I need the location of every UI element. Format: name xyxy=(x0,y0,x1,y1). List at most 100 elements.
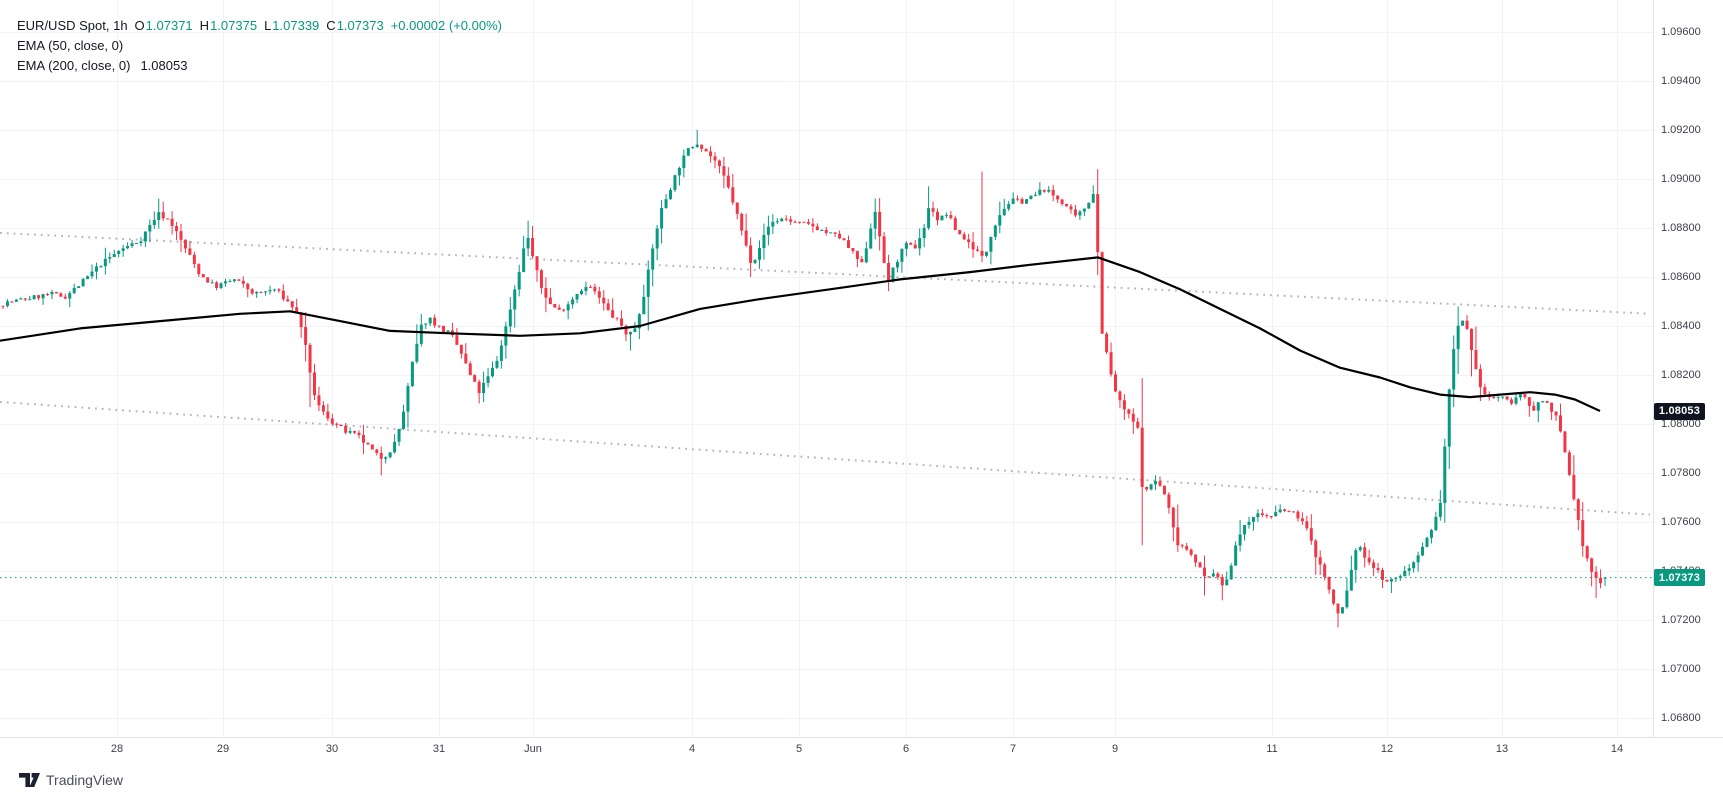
candle-body xyxy=(130,243,134,247)
candle-body xyxy=(68,293,72,299)
candle-body xyxy=(1376,568,1380,571)
candle-body xyxy=(646,269,650,297)
candle-body xyxy=(887,262,891,282)
candle-body xyxy=(731,187,735,203)
candle-body xyxy=(1025,199,1028,204)
tradingview-logo-text: TradingView xyxy=(46,772,124,788)
candle-body xyxy=(1265,515,1269,517)
candle-body xyxy=(806,221,810,224)
candle-body xyxy=(1425,537,1429,547)
candle-body xyxy=(571,299,575,305)
candle-body xyxy=(1194,554,1198,563)
candle-body xyxy=(557,307,561,310)
candle-body xyxy=(241,280,245,284)
candle-body xyxy=(10,301,14,303)
candle-body xyxy=(1559,415,1562,432)
candle-body xyxy=(762,234,766,249)
indicator-legend-row-ema200[interactable]: EMA (200, close, 0) 1.08053 xyxy=(17,55,502,75)
candle-body xyxy=(50,291,54,295)
candle-body xyxy=(272,289,276,291)
candle-body xyxy=(1131,413,1135,422)
candle-body xyxy=(1381,570,1384,580)
candle-body xyxy=(962,234,966,240)
candle-body xyxy=(1314,540,1318,558)
candle-body xyxy=(967,239,971,243)
candle-body xyxy=(1389,578,1393,582)
candle-body xyxy=(14,299,18,302)
symbol-title: EUR/USD Spot, 1h xyxy=(17,17,128,33)
candle-body xyxy=(290,301,294,308)
candle-body xyxy=(1456,325,1460,350)
candle-body xyxy=(237,279,241,281)
candle-body xyxy=(1572,474,1576,500)
candle-body xyxy=(1056,195,1060,200)
candle-body xyxy=(1189,549,1193,555)
candle-body xyxy=(1047,189,1051,192)
candle-body xyxy=(1309,528,1313,541)
candle-body xyxy=(602,297,606,304)
candle-body xyxy=(393,441,397,453)
candle-body xyxy=(1527,397,1531,406)
candle-body xyxy=(1029,195,1033,200)
candle-body xyxy=(477,381,481,394)
candle-body xyxy=(1207,576,1211,578)
candle-body xyxy=(1563,431,1567,453)
candle-body xyxy=(1336,603,1340,614)
candle-body xyxy=(771,221,775,227)
candle-body xyxy=(615,317,619,319)
candle-body xyxy=(468,363,472,376)
price-axis-label: 1.07000 xyxy=(1661,663,1701,675)
last-price-badge: 1.07373 xyxy=(1654,569,1705,587)
price-axis-label: 1.08600 xyxy=(1661,271,1701,283)
candle-body xyxy=(1327,576,1331,590)
candle-body xyxy=(308,344,312,373)
candle-body xyxy=(99,266,103,268)
candle-body xyxy=(1465,320,1469,329)
candle-body xyxy=(713,156,717,161)
candle-body xyxy=(143,231,147,242)
candle-body xyxy=(1461,320,1465,326)
candle-body xyxy=(758,248,761,260)
candle-body xyxy=(1091,194,1095,203)
candle-body xyxy=(900,248,904,262)
candle-body xyxy=(673,175,677,190)
low-value: L1.07339 xyxy=(264,17,320,33)
candle-body xyxy=(375,449,379,453)
candle-body xyxy=(793,221,797,223)
candle-body xyxy=(1042,189,1046,192)
open-value: O1.07371 xyxy=(134,17,193,33)
candle-body xyxy=(544,287,548,298)
candle-body xyxy=(464,353,468,364)
candle-body xyxy=(993,225,997,237)
tradingview-attribution[interactable]: TradingView xyxy=(19,772,123,788)
candle-body xyxy=(949,215,953,219)
trendline-dotted xyxy=(0,400,1651,516)
candle-body xyxy=(379,452,383,459)
candle-body xyxy=(224,281,227,284)
time-axis-label: 13 xyxy=(1495,743,1509,755)
candle-body xyxy=(1154,481,1158,485)
candle-body xyxy=(1412,562,1416,569)
candle-body xyxy=(597,291,601,298)
candle-body xyxy=(1078,211,1082,216)
candle-body xyxy=(789,219,793,222)
candle-body xyxy=(317,395,321,406)
indicator-legend-row-ema50[interactable]: EMA (50, close, 0) xyxy=(17,35,502,55)
candle-body xyxy=(984,251,988,256)
candle-body xyxy=(1096,194,1100,253)
candle-body xyxy=(1567,452,1571,475)
candle-body xyxy=(686,148,690,156)
candle-body xyxy=(264,291,268,293)
candle-body xyxy=(366,442,370,445)
time-axis-label: 4 xyxy=(688,743,696,755)
candle-body xyxy=(1340,607,1344,614)
candle-body xyxy=(1367,557,1371,563)
candle-body xyxy=(1033,194,1037,196)
candle-body xyxy=(620,318,624,326)
price-axis-label: 1.07200 xyxy=(1661,614,1701,626)
tradingview-logo-icon xyxy=(19,772,40,787)
candle-body xyxy=(277,289,281,291)
symbol-legend-row[interactable]: EUR/USD Spot, 1h O1.07371 H1.07375 L1.07… xyxy=(17,15,502,35)
candle-body xyxy=(695,144,699,148)
